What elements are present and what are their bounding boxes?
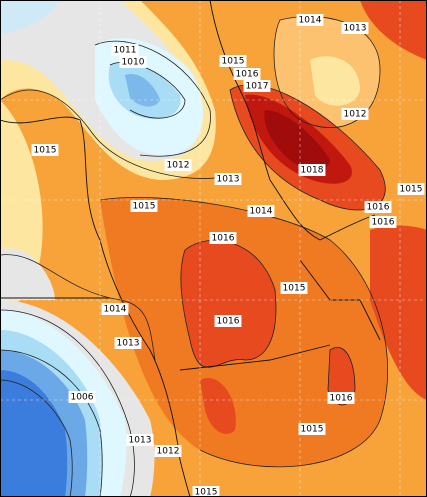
- label-box: [164, 159, 192, 171]
- label-box: [298, 164, 326, 176]
- isobar-label: 1015: [283, 284, 306, 294]
- isobar-labels: 1014 1013 1011 1010 1015 1016 1017 1012 1015 1012…: [31, 14, 425, 497]
- isobar-label: 1013: [344, 24, 367, 34]
- isobar-label: 1013: [129, 436, 152, 446]
- label-box: [214, 315, 242, 327]
- label-box: [68, 391, 96, 403]
- label-box: [233, 68, 261, 80]
- label-box: [31, 144, 59, 156]
- isobar-label: 1016: [372, 218, 395, 228]
- label-box: [247, 205, 275, 217]
- label-box: [119, 56, 147, 68]
- label-box: [214, 173, 242, 185]
- isobar-label: 1015: [34, 146, 57, 156]
- isobar-label: 1015: [133, 202, 156, 212]
- isobar-label: 1012: [344, 110, 367, 120]
- isobar-label: 1015: [195, 488, 218, 497]
- isobar-label: 1013: [217, 175, 240, 185]
- label-box: [369, 216, 397, 228]
- label-box: [130, 200, 158, 212]
- isobar-label: 1012: [167, 161, 190, 171]
- label-box: [296, 14, 324, 26]
- isobar-label: 1010: [122, 58, 145, 68]
- label-box: [219, 55, 247, 67]
- isobar-label: 1014: [299, 16, 322, 26]
- isobar-label: 1012: [157, 447, 180, 457]
- isobar-label: 1011: [114, 46, 137, 56]
- isobar-label: 1016: [367, 203, 390, 213]
- isobar-label: 1015: [301, 425, 324, 435]
- label-box: [397, 183, 425, 195]
- isobar-label: 1017: [246, 82, 269, 92]
- isobar-label: 1018: [301, 166, 324, 176]
- isobar-label: 1016: [236, 70, 259, 80]
- isobar-label: 1016: [330, 394, 353, 404]
- label-box: [364, 201, 392, 213]
- label-box: [114, 337, 142, 349]
- isobar-label: 1014: [104, 305, 127, 315]
- isobar-label: 1016: [217, 317, 240, 327]
- label-box: [192, 486, 220, 497]
- isobar-label: 1006: [71, 393, 94, 403]
- isobar-label: 1015: [400, 185, 423, 195]
- label-box: [111, 44, 139, 56]
- label-box: [280, 282, 308, 294]
- label-box: [298, 423, 326, 435]
- isobar-label: 1016: [212, 234, 235, 244]
- label-box: [341, 108, 369, 120]
- label-box: [327, 392, 355, 404]
- label-box: [126, 434, 154, 446]
- isobar-label: 1014: [250, 207, 273, 217]
- isobar-label: 1015: [222, 57, 245, 67]
- isobar-label: 1013: [117, 339, 140, 349]
- label-box: [341, 22, 369, 34]
- label-box: [101, 303, 129, 315]
- isobars: [0, 16, 389, 497]
- label-box: [209, 232, 237, 244]
- label-box: [243, 80, 271, 92]
- label-box: [154, 445, 182, 457]
